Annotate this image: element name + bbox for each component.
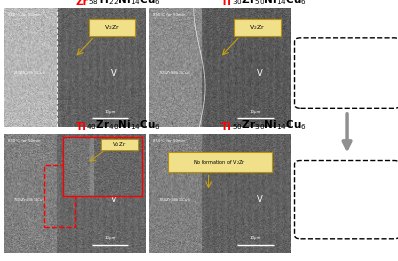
FancyBboxPatch shape — [101, 139, 138, 150]
Text: No formation of V$_2$Zr: No formation of V$_2$Zr — [193, 158, 246, 167]
Text: Ti: Ti — [221, 0, 232, 7]
Text: 10μm: 10μm — [250, 236, 261, 240]
Text: V$_2$Zr: V$_2$Zr — [104, 23, 120, 32]
Text: V$_2$Zr: V$_2$Zr — [112, 140, 127, 149]
Text: IMC: IMC — [337, 82, 357, 92]
Text: Ti: Ti — [76, 122, 86, 132]
Bar — [43, 165, 75, 227]
Text: V: V — [111, 195, 117, 204]
Text: Ti$_{50}$Zr$_{30}$Ni$_{14}$Cu$_{6}$: Ti$_{50}$Zr$_{30}$Ni$_{14}$Cu$_{6}$ — [158, 196, 191, 204]
Text: 850°C for 50min: 850°C for 50min — [154, 13, 186, 17]
FancyBboxPatch shape — [168, 152, 272, 173]
Text: V$_2$Zr: V$_2$Zr — [249, 23, 265, 32]
Text: Ti: Ti — [221, 122, 232, 132]
Text: Ti$_{30}$Zr$_{50}$Ni$_{14}$Cu$_{6}$: Ti$_{30}$Zr$_{50}$Ni$_{14}$Cu$_{6}$ — [158, 69, 191, 77]
Text: $_{40}$Zr$_{40}$Ni$_{14}$Cu$_{6}$: $_{40}$Zr$_{40}$Ni$_{14}$Cu$_{6}$ — [86, 118, 162, 132]
FancyBboxPatch shape — [234, 19, 281, 36]
Text: 10μm: 10μm — [104, 110, 116, 114]
Text: 850°C for 50min: 850°C for 50min — [8, 13, 41, 17]
Text: V: V — [257, 195, 262, 204]
Text: 10μm: 10μm — [104, 236, 116, 240]
Text: $_{50}$Zr$_{30}$Ni$_{14}$Cu$_{6}$: $_{50}$Zr$_{30}$Ni$_{14}$Cu$_{6}$ — [232, 118, 307, 132]
Text: 850°C for 50min: 850°C for 50min — [8, 139, 41, 143]
Text: V: V — [257, 69, 262, 78]
Text: Sound: Sound — [330, 184, 365, 194]
Text: Interface: Interface — [322, 207, 372, 217]
FancyBboxPatch shape — [295, 38, 398, 108]
Text: $_{30}$Zr$_{50}$Ni$_{14}$Cu$_{6}$: $_{30}$Zr$_{50}$Ni$_{14}$Cu$_{6}$ — [232, 0, 307, 7]
Text: Zr$_{58}$Ti$_{22}$Ni$_{14}$Cu$_{6}$: Zr$_{58}$Ti$_{22}$Ni$_{14}$Cu$_{6}$ — [13, 69, 46, 77]
Text: $_{58}$Ti$_{22}$Ni$_{14}$Cu$_{6}$: $_{58}$Ti$_{22}$Ni$_{14}$Cu$_{6}$ — [88, 0, 162, 7]
FancyBboxPatch shape — [89, 19, 135, 36]
Text: Ti$_{40}$Zr$_{40}$Ni$_{14}$Cu$_{6}$: Ti$_{40}$Zr$_{40}$Ni$_{14}$Cu$_{6}$ — [13, 196, 46, 204]
Text: 10μm: 10μm — [250, 110, 261, 114]
FancyBboxPatch shape — [295, 161, 398, 239]
Text: V: V — [111, 69, 117, 78]
Text: Zr: Zr — [76, 0, 88, 7]
Text: 850°C for 50min: 850°C for 50min — [154, 139, 186, 143]
Text: Control: Control — [327, 61, 367, 70]
